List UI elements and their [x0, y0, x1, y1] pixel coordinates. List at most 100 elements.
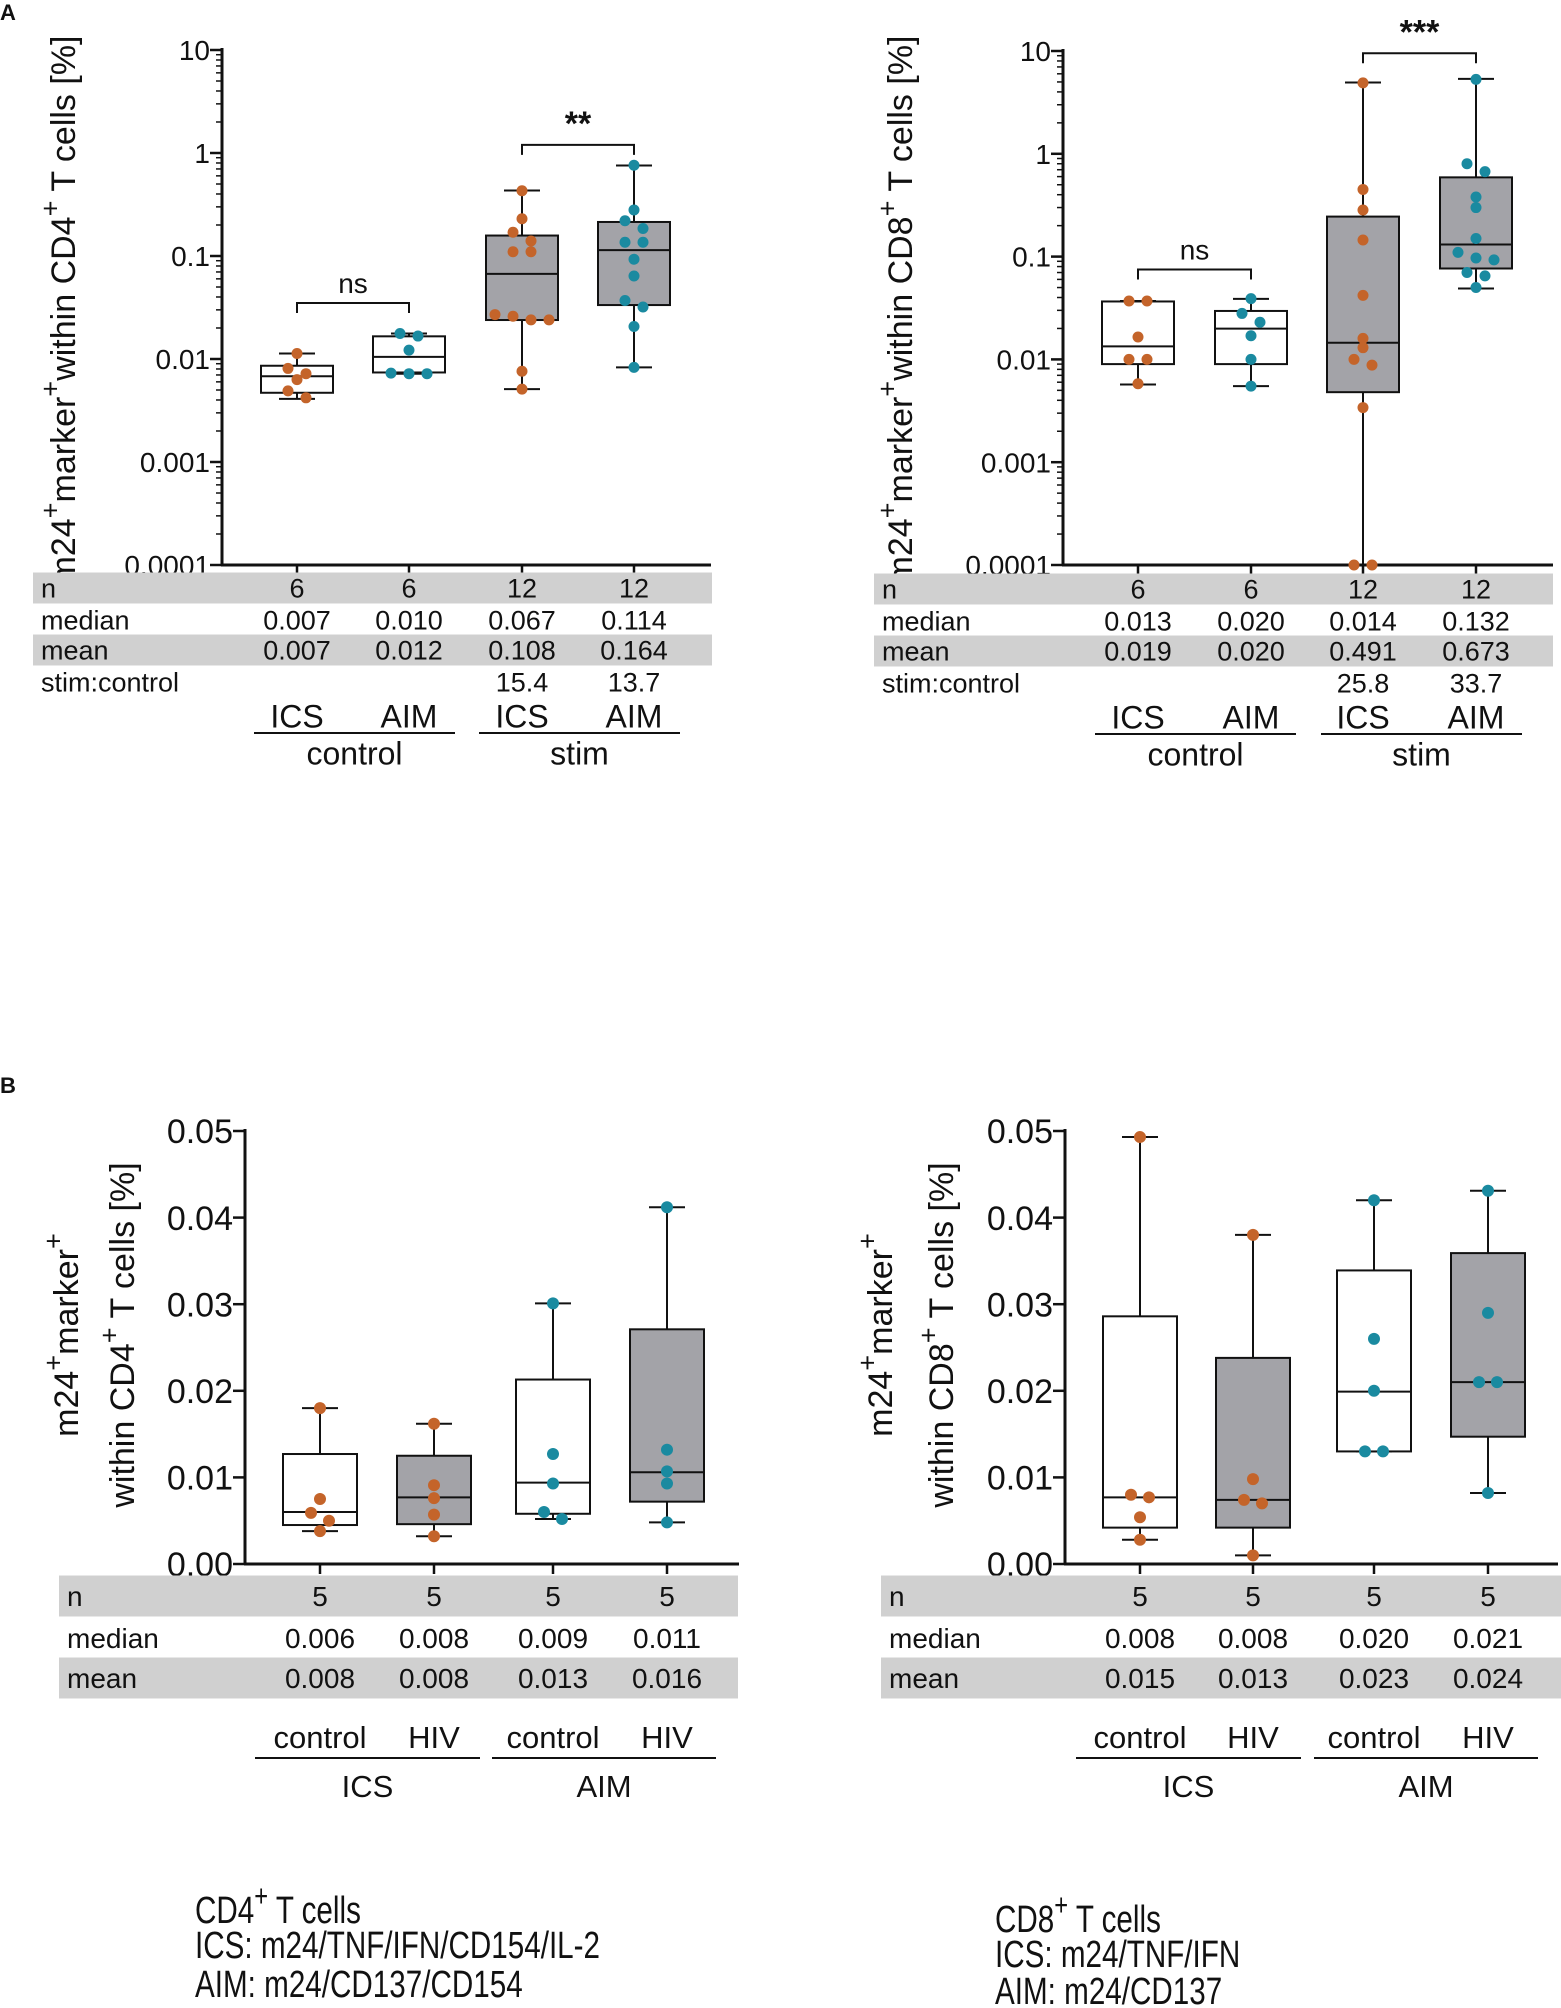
text-segment: ICS: m24/TNF/IFN: [995, 1934, 1240, 1976]
data-point: [305, 1506, 317, 1519]
table-row-label: n: [882, 575, 897, 605]
superscript: +: [38, 1233, 69, 1249]
y-axis-title: within CD4+ T cells [%]: [94, 1162, 142, 1508]
data-point: [1247, 1473, 1259, 1486]
data-point: [314, 1525, 326, 1538]
table-cell: 0.132: [1442, 607, 1510, 637]
table-cell: 0.007: [263, 636, 331, 666]
data-point: [1359, 1445, 1371, 1458]
table-row-label: median: [882, 607, 971, 637]
table-band: [874, 635, 1553, 667]
data-point: [547, 1297, 559, 1310]
text-segment: within CD4: [104, 1343, 142, 1508]
box-3: [597, 159, 671, 373]
category-label: ICS: [495, 699, 548, 735]
data-point: [661, 1477, 673, 1490]
superscript: +: [872, 201, 903, 217]
table-cell: 5: [312, 1581, 328, 1612]
y-tick-label: 0.02: [987, 1373, 1053, 1411]
data-point: [628, 361, 640, 373]
group-label: AIM: [576, 1769, 631, 1804]
data-point: [1236, 307, 1248, 319]
category-label: AIM: [381, 699, 438, 735]
table-cell: 0.013: [518, 1663, 588, 1694]
superscript: +: [35, 381, 66, 397]
table-cell: 0.020: [1217, 637, 1285, 667]
data-point: [1377, 1445, 1389, 1458]
category-label: control: [1093, 1720, 1186, 1755]
footnote-line: CD4+ T cells: [195, 1878, 361, 1932]
table-cell: 0.008: [399, 1663, 469, 1694]
text-segment: CD8: [995, 1899, 1054, 1941]
data-point: [1134, 1511, 1146, 1524]
significance-label: ns: [1180, 234, 1210, 265]
table-cell: 5: [545, 1581, 561, 1612]
category-label: AIM: [1223, 700, 1280, 736]
y-tick-label: 1: [194, 138, 210, 169]
chart-panel: 0.000.010.020.030.040.05m24+marker+withi…: [38, 1113, 739, 1804]
data-point: [291, 348, 303, 360]
data-point: [1245, 353, 1257, 365]
group-label: ICS: [1163, 1769, 1215, 1804]
box-3: [629, 1201, 705, 1529]
data-point: [637, 301, 649, 313]
table-cell: 5: [426, 1581, 442, 1612]
superscript: +: [852, 1233, 883, 1249]
text-segment: marker: [862, 1249, 900, 1355]
data-point: [619, 215, 631, 227]
box-2: [1336, 1194, 1412, 1458]
group-label: control: [1147, 737, 1243, 773]
table-cell: 0.013: [1104, 607, 1172, 637]
table-band: [59, 1575, 738, 1617]
data-point: [1132, 331, 1144, 343]
superscript: +: [94, 1327, 125, 1343]
data-point: [428, 1492, 440, 1505]
significance-label: ns: [338, 268, 368, 299]
table-cell: 0.008: [285, 1663, 355, 1694]
group-label: stim: [1392, 737, 1451, 773]
y-axis-title: m24+marker+within CD8+ T cells [%]: [872, 35, 920, 584]
box-2: [485, 185, 559, 395]
data-point: [1491, 1376, 1503, 1389]
significance-label: ***: [1400, 13, 1440, 51]
data-point: [300, 392, 312, 404]
group-label: AIM: [1398, 1769, 1453, 1804]
superscript: +: [254, 1878, 268, 1913]
table-cell: 12: [1461, 575, 1491, 605]
data-point: [628, 270, 640, 282]
table-cell: 0.014: [1329, 607, 1397, 637]
table-cell: 5: [1480, 1581, 1496, 1612]
box-1: [396, 1417, 472, 1543]
data-point: [628, 320, 640, 332]
table-row-label: median: [889, 1623, 981, 1654]
text-segment: ICS: m24/TNF/IFN/CD154/IL-2: [195, 1925, 600, 1967]
text-segment: T cells: [268, 1890, 361, 1932]
box-iqr: [515, 1378, 591, 1515]
table-row-label: stim:control: [882, 669, 1020, 699]
data-point: [428, 1417, 440, 1430]
data-point: [1479, 270, 1491, 282]
table-cell: 12: [1348, 575, 1378, 605]
category-label: ICS: [270, 699, 323, 735]
footnote-line: AIM: m24/CD137/CD154: [195, 1964, 523, 2006]
data-point: [1357, 402, 1369, 414]
data-point: [1125, 1488, 1137, 1501]
table-cell: 5: [1245, 1581, 1261, 1612]
superscript: +: [852, 1355, 883, 1371]
superscript: +: [38, 1355, 69, 1371]
data-point: [547, 1477, 559, 1490]
data-point: [1366, 559, 1378, 571]
data-point: [421, 368, 433, 380]
data-point: [1470, 73, 1482, 85]
table-cell: 0.010: [375, 606, 443, 636]
category-label: HIV: [408, 1720, 460, 1755]
table-cell: 0.164: [600, 636, 668, 666]
significance-bracket: [296, 301, 410, 313]
data-point: [556, 1512, 568, 1525]
table-band: [881, 1575, 1561, 1617]
data-point: [661, 1201, 673, 1214]
box-3: [1450, 1184, 1526, 1499]
data-point: [1123, 295, 1135, 307]
table-cell: 0.007: [263, 606, 331, 636]
y-tick-label: 0.04: [987, 1200, 1053, 1238]
